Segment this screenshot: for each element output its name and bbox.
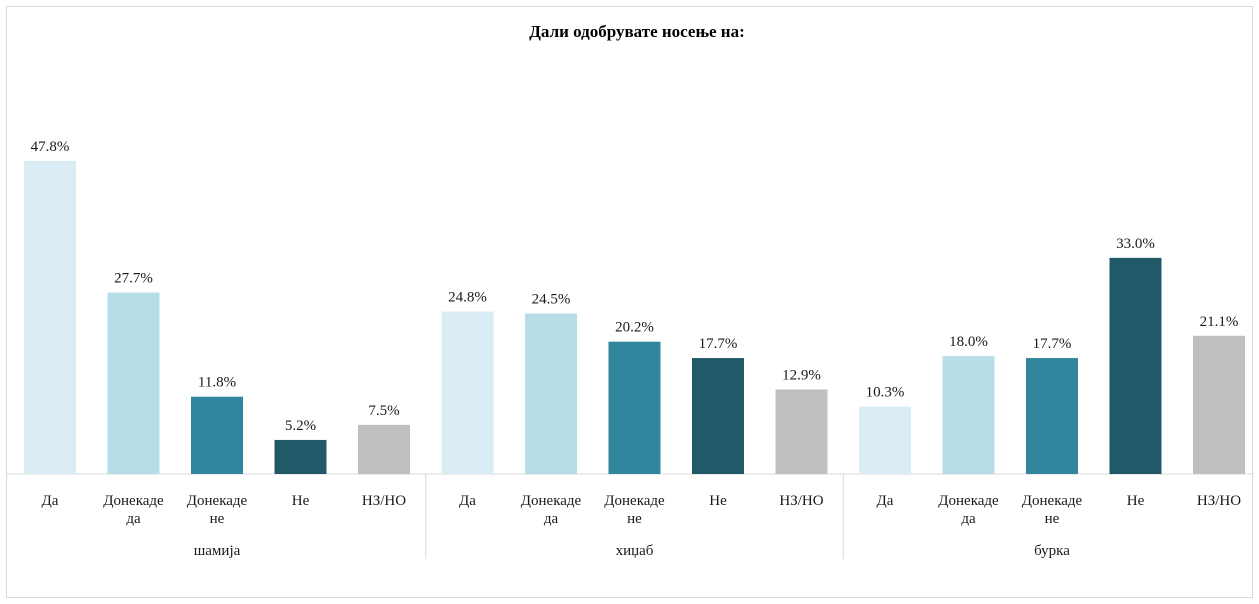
tick-label: Не: [709, 493, 727, 509]
tick-label: Да: [877, 493, 894, 509]
tick-label: Донекаде не: [1022, 493, 1083, 527]
bar: [441, 311, 494, 474]
bar: [1026, 358, 1078, 474]
bar: [274, 439, 327, 474]
data-label: 33.0%: [1116, 236, 1155, 252]
group-label: бурка: [1034, 543, 1070, 559]
tick-label: Не: [292, 493, 310, 509]
data-label: 11.8%: [198, 375, 236, 391]
bar: [942, 356, 995, 474]
data-label: 18.0%: [949, 334, 988, 350]
data-label: 24.5%: [532, 292, 571, 308]
tick-label: Да: [459, 493, 476, 509]
data-label: 5.2%: [285, 418, 316, 434]
tick-label: НЗ/НО: [779, 493, 823, 509]
tick-label: НЗ/НО: [362, 493, 406, 509]
tick-label: Донекаде да: [103, 493, 164, 527]
bar: [358, 424, 410, 474]
data-label: 17.7%: [1033, 336, 1072, 352]
chart-title: Дали одобрувате носење на:: [529, 22, 745, 41]
data-label: 27.7%: [114, 271, 153, 287]
bar: [1193, 335, 1245, 474]
tick-label: Донекаде не: [604, 493, 665, 527]
data-label: 12.9%: [782, 368, 821, 384]
bar: [191, 396, 243, 474]
data-label: 20.2%: [615, 320, 654, 336]
bar: [107, 292, 160, 474]
bar: [1109, 257, 1162, 474]
data-label: 24.8%: [448, 290, 487, 306]
tick-label: Донекаде да: [938, 493, 999, 527]
bar: [608, 341, 661, 474]
group-label: шамија: [194, 543, 241, 559]
data-label: 17.7%: [699, 336, 738, 352]
data-label: 10.3%: [866, 385, 905, 401]
tick-label: Да: [42, 493, 59, 509]
data-label: 47.8%: [31, 139, 70, 155]
data-label: 7.5%: [368, 403, 399, 419]
tick-label: Не: [1127, 493, 1145, 509]
bar: [525, 313, 577, 474]
tick-label: Донекаде да: [521, 493, 582, 527]
group-label: хиџаб: [616, 543, 654, 559]
chart-svg: Дали одобрувате носење на: 47.8% Да 27.7% Д…: [7, 22, 1254, 559]
bar: [692, 358, 744, 474]
bar: [775, 389, 828, 474]
tick-label: НЗ/НО: [1197, 493, 1241, 509]
data-label: 21.1%: [1200, 314, 1239, 330]
bar: [859, 406, 911, 474]
tick-label: Донекаде не: [187, 493, 248, 527]
bar: [24, 160, 76, 474]
chart-frame: Дали одобрувате носење на: 47.8% Да 27.7% Д…: [6, 6, 1254, 598]
